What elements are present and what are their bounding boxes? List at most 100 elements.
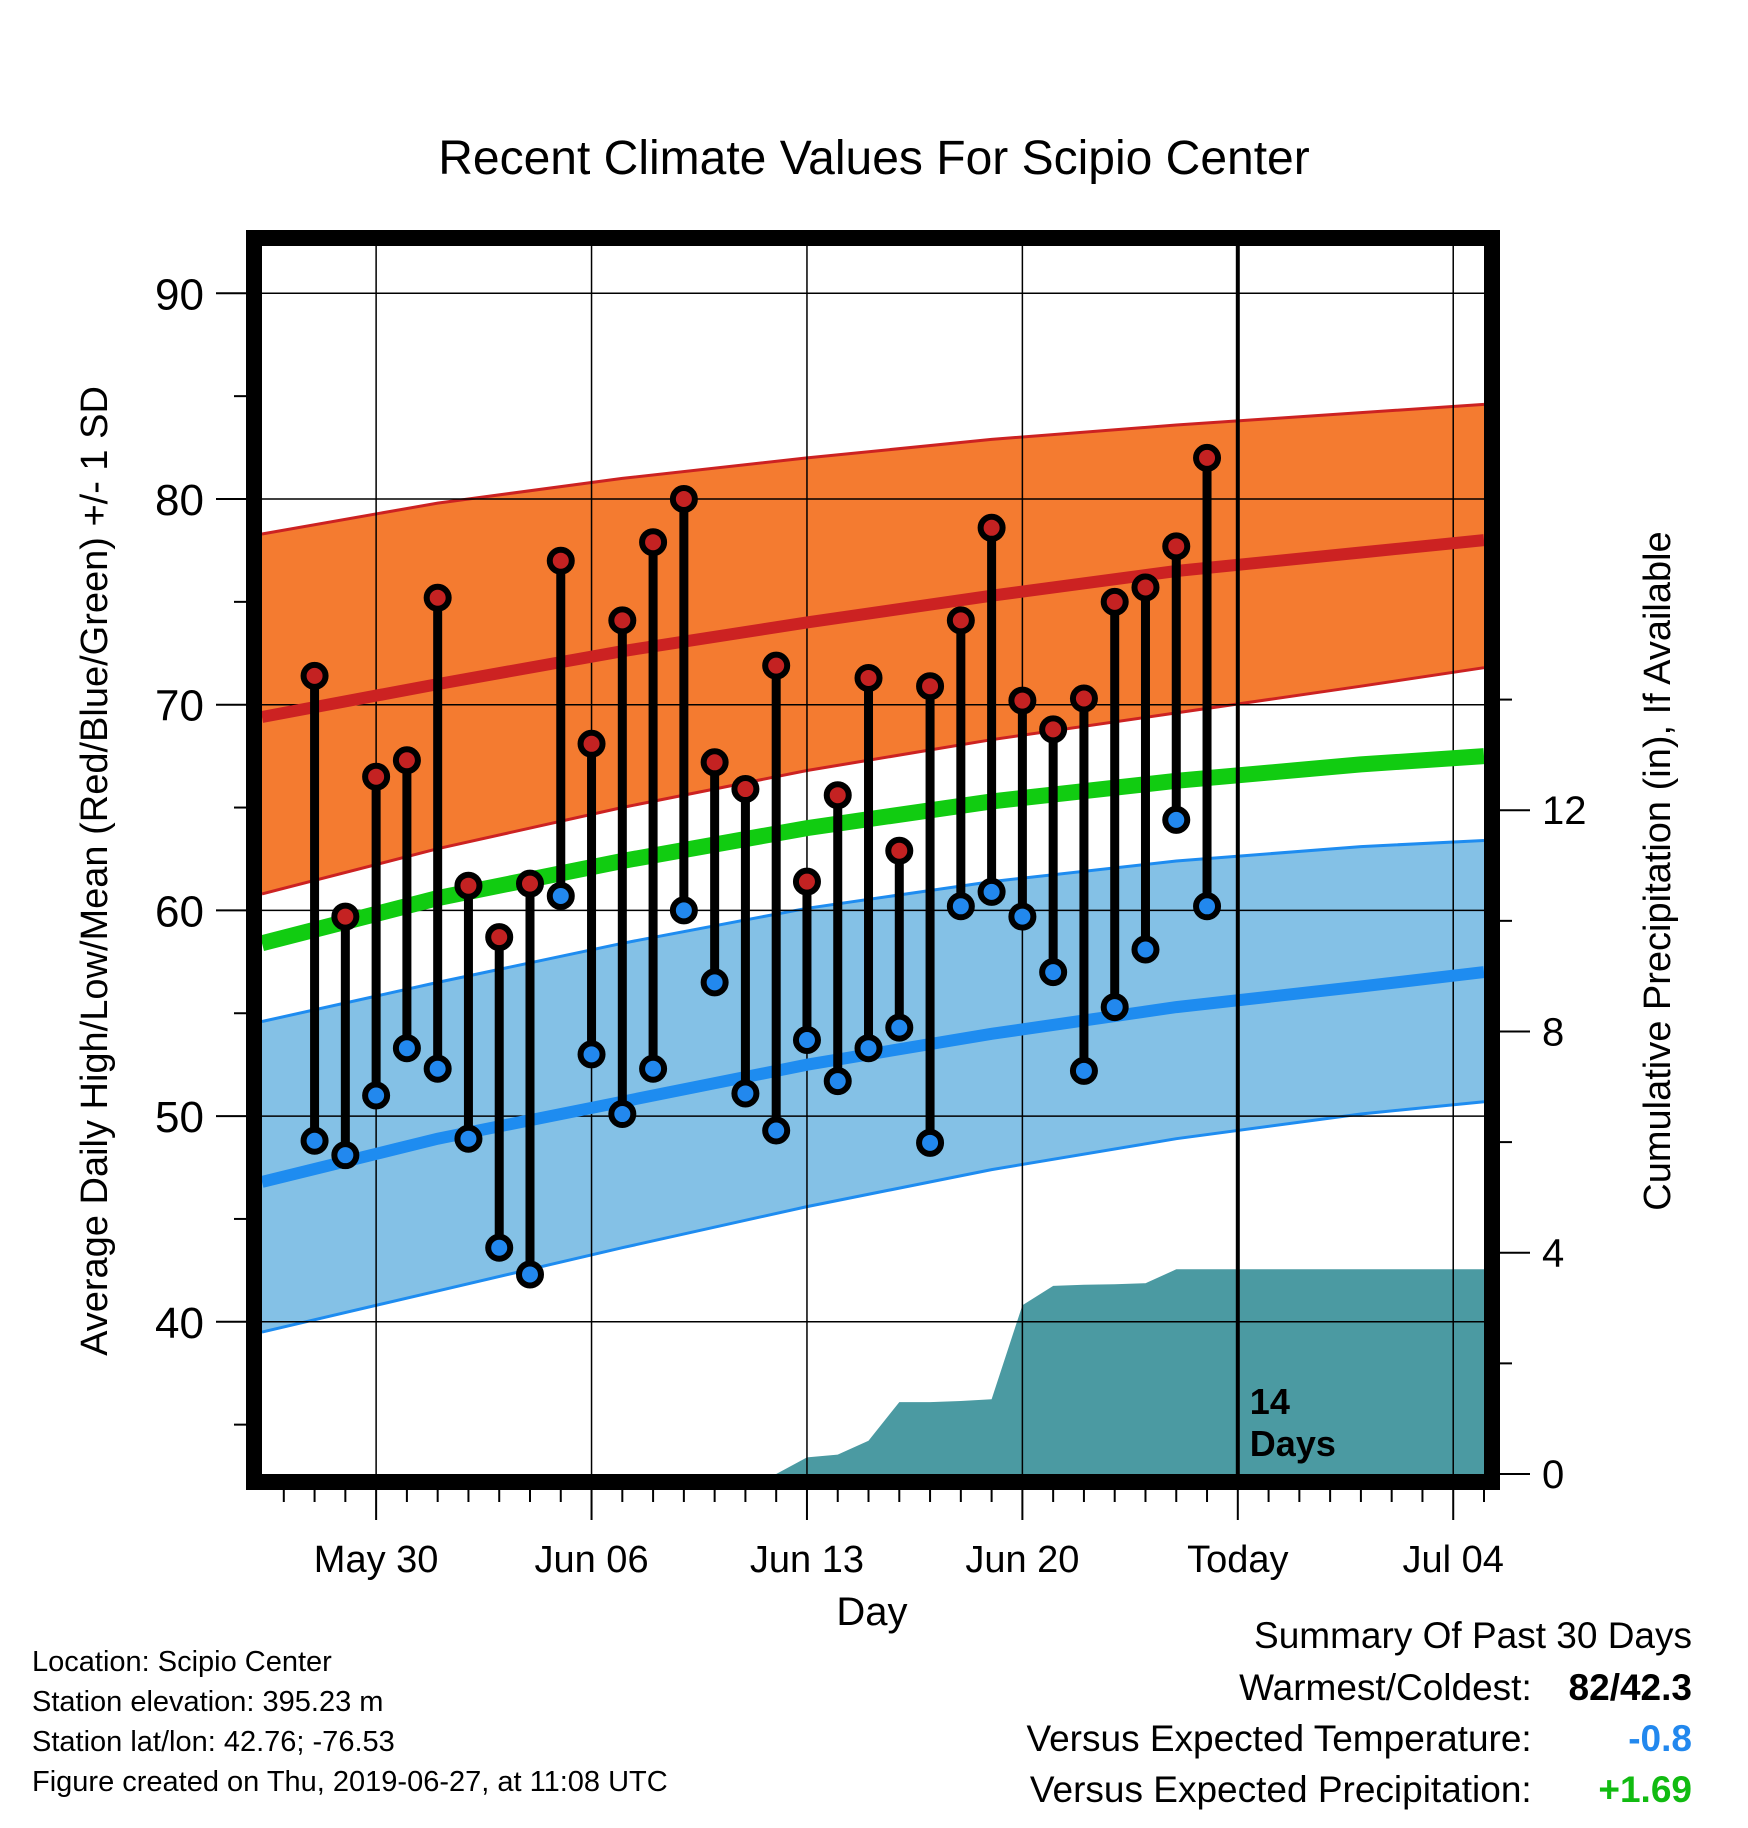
low-point <box>362 1081 391 1110</box>
precip-label: Versus Expected Precipitation: <box>1029 1769 1532 1810</box>
high-point <box>1100 587 1129 616</box>
low-point <box>1162 805 1191 834</box>
low-point <box>762 1116 791 1145</box>
y-tick-label: 40 <box>155 1299 204 1348</box>
low-point <box>669 896 698 925</box>
location-text: Location: Scipio Center <box>32 1646 332 1678</box>
y2-axis-label: Cumulative Precipitation (in), If Availa… <box>1637 531 1679 1210</box>
high-point <box>485 923 514 952</box>
y-tick-label: 50 <box>155 1093 204 1142</box>
low-point <box>792 1025 821 1054</box>
low-point <box>731 1079 760 1108</box>
high-point <box>1162 532 1191 561</box>
temp-row: Versus Expected Temperature: -0.8 <box>1026 1713 1692 1764</box>
low-sd-band <box>262 840 1484 1333</box>
high-sd-band <box>262 404 1484 894</box>
high-point <box>639 528 668 557</box>
low-point <box>608 1100 637 1129</box>
high-point <box>577 729 606 758</box>
low-point <box>1069 1056 1098 1085</box>
high-point <box>977 513 1006 542</box>
y2-tick-label: 8 <box>1542 1010 1564 1054</box>
temp-value: -0.8 <box>1628 1718 1692 1759</box>
low-point <box>1100 993 1129 1022</box>
warmest-value: 82/42.3 <box>1568 1667 1692 1708</box>
high-point <box>608 606 637 635</box>
chart-title: Recent Climate Values For Scipio Center <box>438 132 1309 185</box>
low-point <box>977 877 1006 906</box>
high-point <box>1008 686 1037 715</box>
high-point <box>423 583 452 612</box>
low-point <box>885 1013 914 1042</box>
x-tick-label: May 30 <box>314 1539 439 1581</box>
low-point <box>916 1128 945 1157</box>
low-point <box>1008 902 1037 931</box>
low-point <box>454 1124 483 1153</box>
low-sd-lower-line <box>261 1100 1485 1334</box>
high-point <box>700 748 729 777</box>
high-mean-line <box>260 534 1485 723</box>
high-point <box>1039 715 1068 744</box>
y-tick-label: 80 <box>155 476 204 525</box>
today-days-count: 14 <box>1250 1381 1290 1422</box>
warmest-label: Warmest/Coldest: <box>1239 1667 1532 1708</box>
y2-tick-label: 0 <box>1542 1453 1564 1497</box>
precip-area <box>776 1269 1484 1474</box>
high-point <box>362 762 391 791</box>
low-point <box>823 1067 852 1096</box>
high-point <box>762 651 791 680</box>
low-point <box>300 1126 329 1155</box>
y-tick-label: 90 <box>155 270 204 319</box>
x-tick-label: Jun 13 <box>750 1539 864 1581</box>
temp-label: Versus Expected Temperature: <box>1026 1718 1532 1759</box>
summary-heading: Summary Of Past 30 Days <box>1254 1615 1692 1656</box>
high-point <box>669 485 698 514</box>
low-point <box>423 1054 452 1083</box>
high-point <box>1069 684 1098 713</box>
low-point <box>946 892 975 921</box>
high-point <box>1193 443 1222 472</box>
low-point <box>1039 958 1068 987</box>
high-point <box>515 869 544 898</box>
low-point <box>485 1233 514 1262</box>
summary-panel: Summary Of Past 30 Days Warmest/Coldest:… <box>1026 1610 1692 1815</box>
y2-tick-label: 4 <box>1542 1232 1564 1276</box>
plot-frame <box>246 230 1500 1490</box>
y-tick-label: 70 <box>155 682 204 731</box>
high-point <box>454 871 483 900</box>
low-point <box>854 1034 883 1063</box>
high-point <box>546 546 575 575</box>
x-axis-label: Day <box>836 1590 907 1634</box>
station-info: Location: Scipio Center Station elevatio… <box>32 1642 668 1802</box>
high-point <box>792 867 821 896</box>
high-point <box>731 775 760 804</box>
x-tick-label: Jun 06 <box>534 1539 648 1581</box>
high-point <box>331 902 360 931</box>
low-point <box>331 1141 360 1170</box>
high-point <box>823 781 852 810</box>
low-point <box>392 1034 421 1063</box>
low-point <box>700 968 729 997</box>
high-point <box>916 672 945 701</box>
high-point <box>885 836 914 865</box>
today-days-label: Days <box>1250 1423 1336 1464</box>
low-point <box>1131 935 1160 964</box>
low-point <box>1193 892 1222 921</box>
high-point <box>392 746 421 775</box>
low-point <box>515 1260 544 1289</box>
high-point <box>946 606 975 635</box>
created-text: Figure created on Thu, 2019-06-27, at 11… <box>32 1766 668 1798</box>
y-axis-label: Average Daily High/Low/Mean (Red/Blue/Gr… <box>74 386 116 1356</box>
low-point <box>577 1040 606 1069</box>
x-tick-label: Today <box>1187 1539 1288 1581</box>
high-point <box>854 663 883 692</box>
high-point <box>1131 573 1160 602</box>
low-point <box>546 881 575 910</box>
precip-row: Versus Expected Precipitation: +1.69 <box>1026 1764 1692 1815</box>
high-point <box>300 661 329 690</box>
precip-value: +1.69 <box>1598 1769 1692 1810</box>
x-tick-label: Jun 20 <box>965 1539 1079 1581</box>
y2-tick-label: 12 <box>1542 789 1587 833</box>
